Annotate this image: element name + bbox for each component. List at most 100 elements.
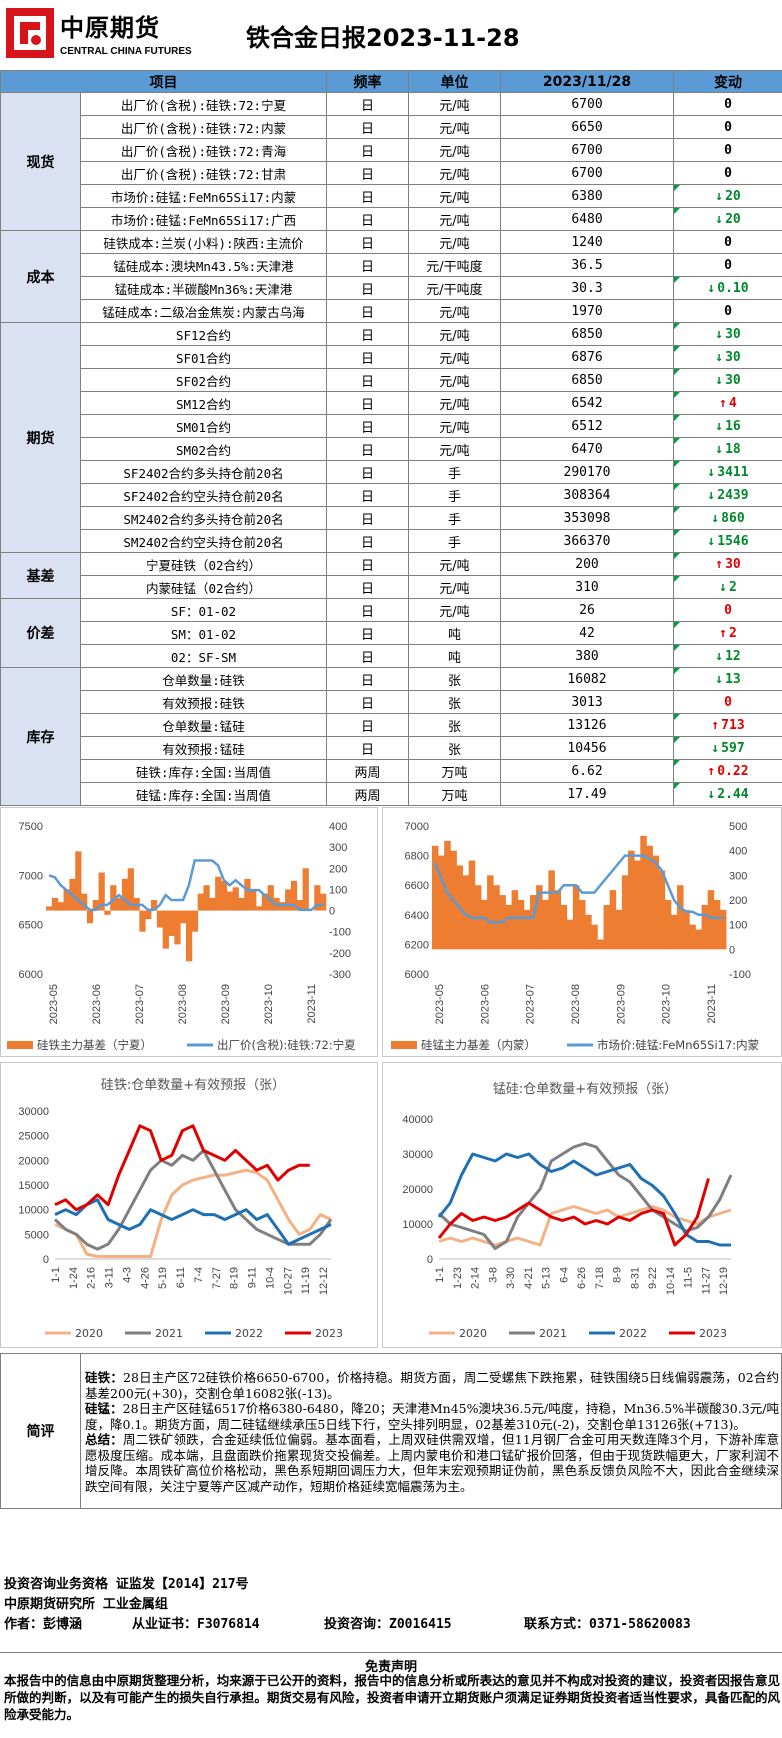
item-cell: SF02合约 (80, 368, 327, 392)
legend-label: 出厂价(含税):硅铁:72:宁夏 (217, 1038, 356, 1052)
basis-bar (658, 870, 666, 950)
basis-bar (609, 890, 617, 950)
col-header-item: 项目 (0, 70, 327, 93)
x-tick-label: 2023-10 (661, 984, 673, 1024)
item-cell: SM01合约 (80, 414, 327, 438)
basis-bar (646, 845, 653, 950)
table-row: 出厂价(含税):硅铁:72:青海日元/吨 6700 0 (1, 138, 782, 162)
x-tick-label: 3-30 (505, 1267, 517, 1289)
series-line-2022 (54, 1198, 332, 1246)
change-cell: ↓ 3411 (673, 460, 782, 484)
series-line-2022 (437, 1152, 731, 1247)
x-tick-label: 4-26 (139, 1267, 151, 1289)
warrant-chart-silicon-iron: 硅铁:仓单数量+有效预报（张） 30000 25000 20000 15000 10000… (0, 1062, 378, 1348)
section-label: 成本 (0, 230, 81, 323)
cell-marker-icon (674, 622, 680, 628)
freq-cell: 日 (326, 690, 409, 714)
legend-label: 2020 (75, 1327, 103, 1340)
freq-cell: 日 (326, 138, 409, 162)
value-cell: 380 (500, 644, 674, 668)
item-cell: SF12合约 (80, 322, 327, 346)
table-row: 内蒙硅锰（02合约）日元/吨 310 ↓ 2 (1, 575, 782, 599)
report-header: 中原期货 CENTRAL CHINA FUTURES 铁合金日报2023-11-… (0, 0, 782, 70)
change-value: 1546 (717, 533, 749, 549)
item-cell: 市场价:硅锰:FeMn65Si17:内蒙 (80, 184, 327, 208)
y-left-tick-label: 6400 (405, 910, 429, 922)
value-cell: 17.49 (500, 782, 674, 806)
x-tick-label: 9-11 (247, 1267, 259, 1288)
value-cell: 1240 (500, 230, 674, 254)
value-cell: 308364 (500, 483, 674, 507)
x-tick-label: 8-31 (629, 1267, 641, 1289)
table-row: 出厂价(含税):硅铁:72:内蒙日元/吨 6650 0 (1, 115, 782, 139)
x-tick-label: 2023-05 (434, 984, 446, 1024)
section-label: 库存 (0, 667, 81, 806)
basis-bar (634, 860, 641, 950)
unit-cell: 元/干吨度 (408, 276, 501, 300)
chart-title: 硅铁:仓单数量+有效预报（张） (101, 1078, 285, 1093)
section-label: 期货 (0, 322, 81, 553)
change-value: 2 (729, 579, 737, 595)
item-cell: SM2402合约多头持仓前20名 (80, 506, 327, 530)
table-row: 硅铁:库存:全国:当周值 两周 万吨 6.62 ↑ 0.22 (1, 759, 782, 783)
legend-label: 2020 (459, 1327, 487, 1340)
freq-cell: 日 (326, 713, 409, 737)
item-cell: 宁夏硅铁（02合约） (80, 552, 327, 576)
basis-bar (523, 909, 531, 950)
change-value: 12 (725, 648, 741, 664)
table-row: 有效预报:硅铁日张 3013 0 (1, 690, 782, 714)
change-value: 0 (724, 234, 732, 250)
commentary-text: 28日主产区硅锰6517价格6380-6480，降20；天津港Mn45%澳块36… (85, 1401, 779, 1432)
cell-marker-icon (674, 323, 680, 329)
basis-bar (267, 885, 274, 911)
freq-cell: 日 (326, 345, 409, 369)
basis-bar (116, 897, 123, 911)
basis-bar (139, 910, 146, 932)
x-tick-label: 11-5 (683, 1267, 695, 1288)
y-tick-label: 0 (43, 1254, 49, 1266)
table-row: SF01合约日元/吨 6876 ↓ 30 (1, 345, 782, 369)
basis-bar (285, 889, 292, 911)
basis-bar (156, 910, 164, 928)
item-cell: SM12合约 (80, 391, 327, 415)
disclaimer-title: 免责声明 (0, 1652, 782, 1675)
basis-bar (462, 875, 470, 950)
table-row: SF2402合约多头持仓前20名日手 290170 ↓ 3411 (1, 460, 782, 484)
y-tick-label: 40000 (402, 1114, 433, 1126)
col-header-unit: 单位 (408, 70, 501, 93)
cell-marker-icon (674, 737, 680, 743)
commentary-silicon-manganese: 硅锰：28日主产区硅锰6517价格6380-6480，降20；天津港Mn45%澳… (85, 1401, 779, 1432)
y-left-tick-label: 7000 (19, 870, 43, 882)
basis-bar (652, 855, 660, 950)
basis-bar (46, 906, 53, 911)
value-cell: 6.62 (500, 759, 674, 783)
cell-marker-icon (674, 576, 680, 582)
section-label: 现货 (0, 92, 81, 231)
x-tick-label: 9-22 (647, 1267, 659, 1289)
basis-bar (226, 891, 234, 911)
change-value: 18 (725, 441, 741, 457)
value-cell: 6480 (500, 207, 674, 231)
item-cell: SM：01-02 (80, 621, 327, 645)
basis-bar (591, 924, 598, 950)
cell-marker-icon (674, 208, 680, 214)
change-value: 0 (724, 165, 732, 181)
unit-cell: 张 (408, 713, 501, 737)
unit-cell: 手 (408, 483, 501, 507)
basis-bar (162, 910, 169, 949)
x-tick-label: 2023-06 (479, 984, 491, 1024)
advisory-number: 投资咨询：Z0016415 (324, 1617, 452, 1632)
x-tick-label: 2023-05 (48, 984, 60, 1024)
freq-cell: 日 (326, 575, 409, 599)
arrow-down-icon: ↓ (715, 326, 724, 342)
basis-bar (511, 890, 519, 950)
x-tick-label: 2023-11 (706, 984, 718, 1024)
basis-bar (431, 845, 439, 950)
change-value: 30 (725, 326, 741, 342)
cell-marker-icon (674, 438, 680, 444)
y-tick-label: 5000 (25, 1229, 49, 1241)
change-cell: ↓ 20 (673, 207, 782, 231)
change-cell: ↓ 16 (673, 414, 782, 438)
unit-cell: 元/吨 (408, 184, 501, 208)
y-right-tick-label: 200 (329, 863, 347, 875)
